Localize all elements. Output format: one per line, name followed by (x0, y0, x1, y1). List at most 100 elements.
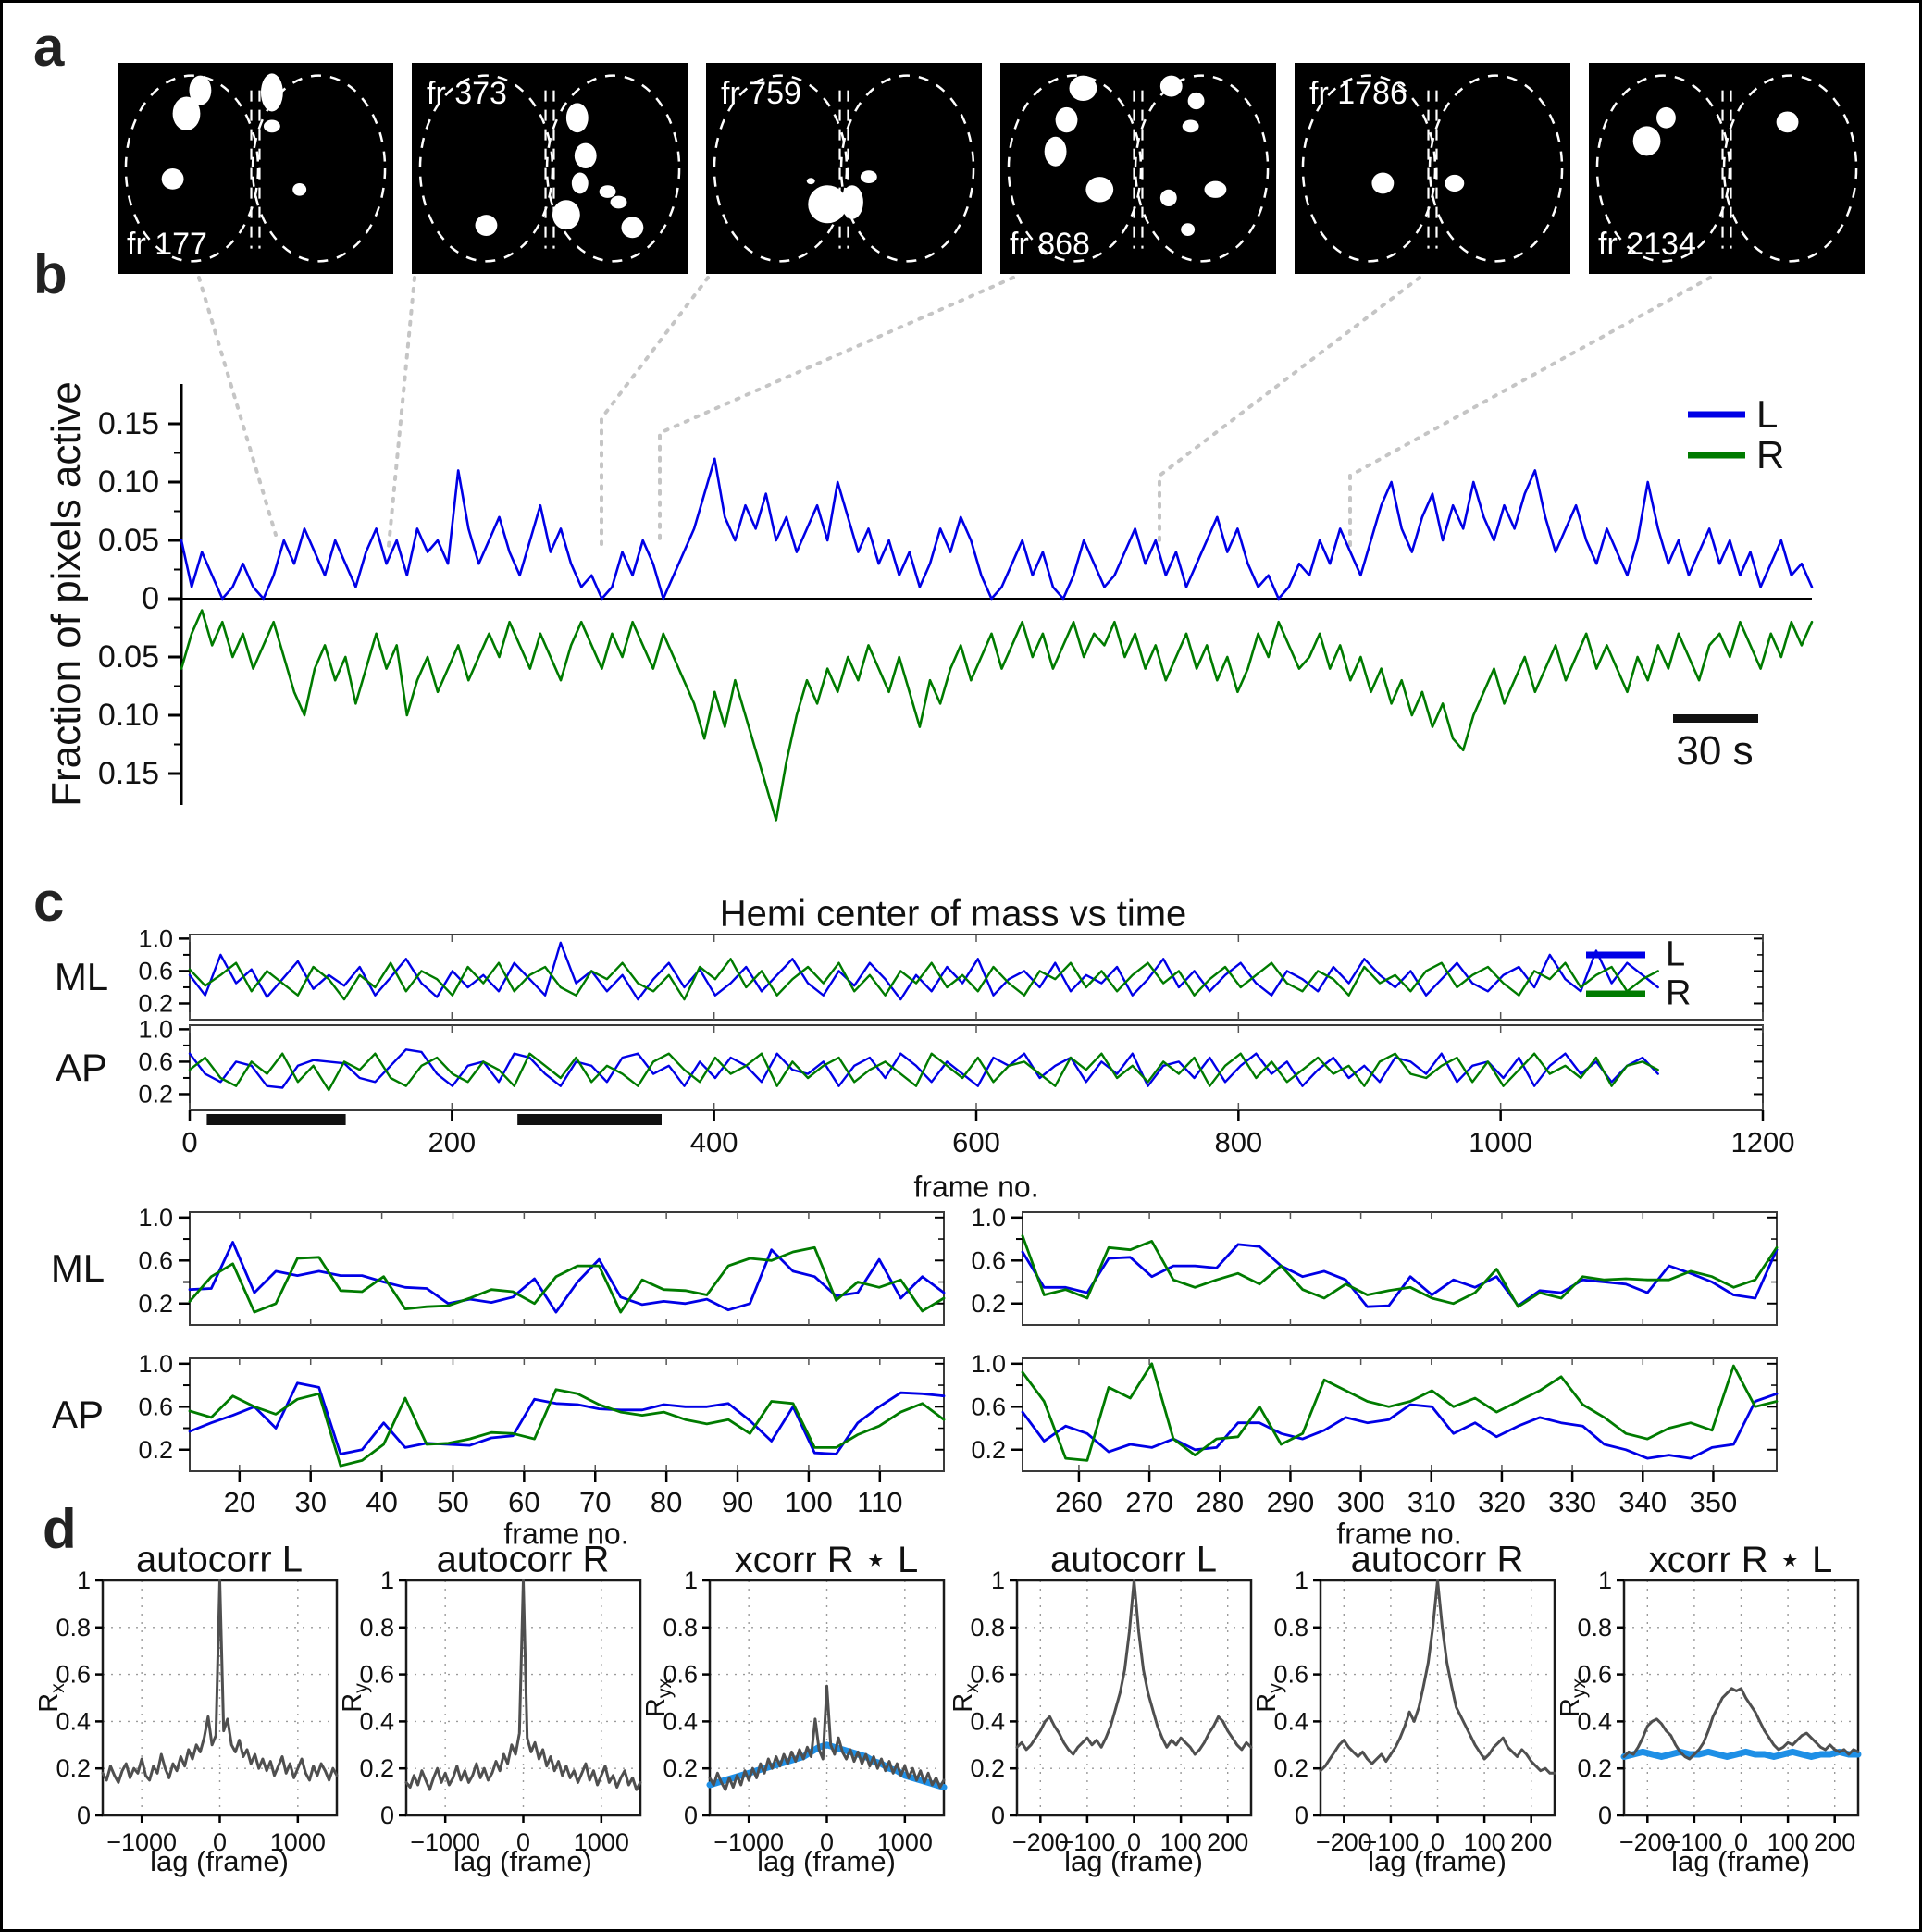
d-y-tick-label: 0.6 (970, 1661, 1005, 1689)
active-blob (1044, 136, 1067, 167)
d-y-tick-label: 1 (684, 1567, 698, 1594)
c-zoom-x-tick-label: 20 (224, 1486, 255, 1518)
b-series-R (180, 609, 1814, 822)
c-zoom-x-tick-label: 80 (651, 1486, 682, 1518)
active-blob (1181, 223, 1196, 236)
c-series-R (188, 1052, 1659, 1092)
d-y-tick-label: 0.2 (1273, 1754, 1308, 1782)
d-y-axis-label-base: R (1556, 1698, 1585, 1717)
active-blob (172, 96, 201, 130)
d-y-tick-label: 0.6 (56, 1661, 91, 1689)
c-zoom-y-tick-label: 1.0 (138, 1350, 173, 1378)
d-x-tick-label: 100 (1464, 1828, 1506, 1856)
d-x-tick-label: −100 (1666, 1828, 1722, 1856)
active-blob (571, 172, 589, 194)
connector-line (387, 276, 416, 548)
d-y-tick-label: 0 (991, 1802, 1005, 1829)
d-y-tick-label: 0.8 (1577, 1614, 1612, 1641)
d-gray-series (404, 1579, 642, 1791)
activity-frame: fr 2134 (1589, 63, 1865, 274)
c-x-axis-label: frame no. (913, 1170, 1039, 1204)
active-blob (574, 142, 597, 168)
c-zoom-y-tick-label: 0.6 (971, 1393, 1006, 1420)
active-blob (1445, 174, 1465, 192)
connector-line (197, 276, 278, 537)
c-zoom-x-tick-label: 310 (1407, 1486, 1456, 1518)
frame-label: fr 177 (127, 227, 207, 262)
d-y-tick-label: 1 (1598, 1567, 1612, 1594)
d-y-tick-label: 0.6 (663, 1661, 698, 1689)
d-y-tick-label: 0.6 (359, 1661, 394, 1689)
d-y-axis-label: Rx (949, 1683, 984, 1712)
d-y-axis-label: Ry (1252, 1683, 1287, 1712)
b-y-tick-label: 0 (142, 581, 159, 616)
d-plot-title: autocorr L (135, 1539, 304, 1580)
active-blob (1182, 119, 1199, 133)
d-x-tick-label: 200 (1207, 1828, 1248, 1856)
active-blob (1371, 172, 1395, 194)
hemisphere-outline-right (251, 74, 387, 263)
panel-c-letter: c (33, 871, 65, 933)
c-zoom-plot-box (189, 1357, 945, 1472)
activity-frame: fr 759 (706, 63, 982, 274)
d-y-axis-label-sub: x (47, 1683, 68, 1693)
c-x-tick-label: 800 (1214, 1126, 1262, 1158)
active-blob (621, 217, 644, 239)
b-y-axis-label: Fraction of pixels active (43, 381, 89, 807)
c-y-tick-label: 0.6 (138, 957, 173, 985)
active-blob (1085, 177, 1114, 203)
d-y-tick-label: 0.4 (970, 1707, 1005, 1735)
c-zoom-x-tick-label: 70 (579, 1486, 611, 1518)
hemisphere-outline-right (1134, 74, 1270, 263)
d-y-tick-label: 0.2 (1577, 1754, 1612, 1782)
d-y-tick-label: 0 (77, 1802, 91, 1829)
d-plot-title: xcorr R ⋆ L (1648, 1540, 1833, 1580)
c-zoom-y-tick-label: 1.0 (971, 1204, 1006, 1232)
c-legend-label-L: L (1666, 935, 1686, 974)
active-blob (599, 185, 616, 198)
d-x-tick-label: 1000 (877, 1828, 933, 1856)
d-x-tick-label: 1000 (574, 1828, 629, 1856)
active-blob (292, 182, 307, 196)
d-x-tick-label: 0 (1431, 1828, 1445, 1856)
d-x-axis-label: lag (frame) (453, 1845, 592, 1877)
c-zoom-x-tick-label: 260 (1055, 1486, 1103, 1518)
c-zoom-y-tick-label: 0.2 (971, 1290, 1006, 1318)
d-x-axis-label: lag (frame) (150, 1845, 289, 1877)
c-y-tick-label: 0.2 (138, 1080, 173, 1108)
c-zoom-x-tick-label: 300 (1337, 1486, 1385, 1518)
c-series-R (188, 958, 1659, 1001)
activity-frame: fr 177 (118, 63, 393, 274)
c-zoom-x-tick-label: 290 (1267, 1486, 1315, 1518)
d-x-tick-label: −1000 (410, 1828, 480, 1856)
frame-label: fr 1786 (1309, 76, 1407, 111)
d-y-axis-label: Ry (338, 1683, 373, 1712)
d-y-tick-label: 0.8 (663, 1614, 698, 1641)
d-y-tick-label: 0.2 (359, 1754, 394, 1782)
active-blob (1069, 75, 1097, 102)
c-highlight-bar (517, 1114, 662, 1125)
d-y-tick-label: 1 (1295, 1567, 1308, 1594)
d-x-tick-label: −200 (1012, 1828, 1069, 1856)
d-y-tick-label: 0.8 (1273, 1614, 1308, 1641)
c-x-tick-label: 400 (690, 1126, 738, 1158)
d-y-axis-label: Ryx (1556, 1678, 1591, 1717)
d-x-tick-label: −200 (1619, 1828, 1676, 1856)
d-y-tick-label: 0.6 (1273, 1661, 1308, 1689)
d-y-tick-label: 0 (1295, 1802, 1308, 1829)
b-scalebar-label: 30 s (1676, 728, 1754, 774)
d-y-axis-label-sub: y (1265, 1683, 1286, 1693)
d-gray-series (1622, 1687, 1860, 1761)
c-legend-label-R: R (1666, 973, 1692, 1013)
d-band-series (706, 1741, 948, 1790)
d-x-tick-label: 100 (1160, 1828, 1202, 1856)
d-gray-series (708, 1684, 946, 1791)
d-plot-title: autocorr L (1049, 1539, 1218, 1580)
d-y-tick-label: 0.4 (1273, 1707, 1308, 1735)
d-y-axis-label-base: R (338, 1692, 367, 1713)
d-y-tick-label: 0.6 (1577, 1661, 1612, 1689)
d-x-tick-label: 0 (820, 1828, 834, 1856)
c-zoom-series-R (188, 1388, 946, 1468)
c-zoom-row-label-ml: ML (50, 1246, 105, 1290)
c-zoom-x-tick-label: 60 (508, 1486, 539, 1518)
